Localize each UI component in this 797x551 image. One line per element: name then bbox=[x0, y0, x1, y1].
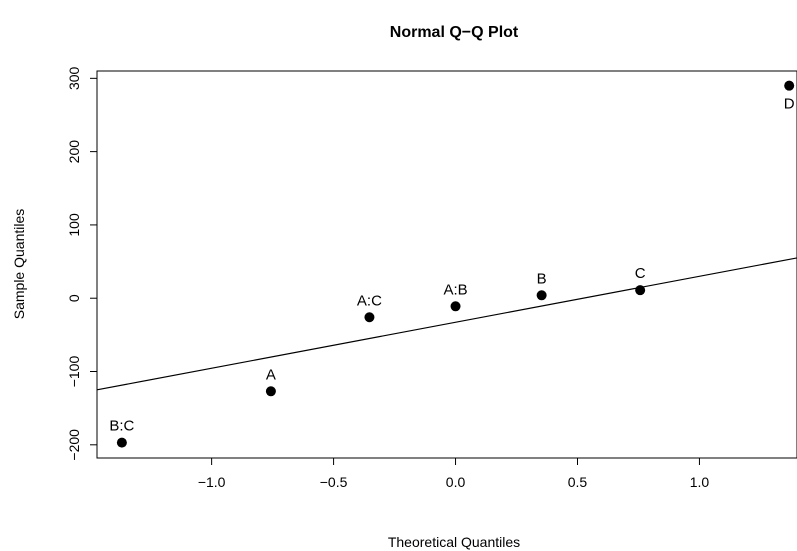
chart-title: Normal Q−Q Plot bbox=[390, 24, 519, 41]
point-label: B:C bbox=[109, 418, 134, 435]
x-axis: −1.0 −0.5 0.0 0.5 1.0 bbox=[198, 457, 710, 490]
x-axis-label: Theoretical Quantiles bbox=[388, 534, 520, 550]
y-axis-label: Sample Quantiles bbox=[11, 209, 27, 320]
point-label: B bbox=[537, 270, 547, 287]
data-point bbox=[265, 386, 276, 397]
point-label: A:B bbox=[443, 281, 467, 298]
data-point bbox=[784, 80, 795, 91]
x-tick-label: −1.0 bbox=[198, 474, 226, 490]
y-tick-label: −200 bbox=[66, 429, 82, 461]
x-tick-label: 1.0 bbox=[690, 474, 710, 490]
data-point bbox=[536, 290, 547, 301]
y-tick-label: 200 bbox=[66, 140, 82, 164]
point-label: C bbox=[635, 265, 646, 282]
data-point bbox=[116, 437, 127, 448]
x-tick-label: −0.5 bbox=[320, 474, 348, 490]
data-point bbox=[364, 312, 375, 323]
data-points: B:C A A:C A:B B C D bbox=[109, 80, 795, 448]
plot-frame bbox=[96, 70, 797, 459]
x-tick-label: 0.5 bbox=[568, 474, 588, 490]
reference-line bbox=[96, 257, 797, 391]
y-tick-label: −100 bbox=[66, 356, 82, 388]
point-label: A:C bbox=[357, 292, 382, 309]
data-point bbox=[635, 285, 646, 296]
point-label: D bbox=[784, 96, 795, 113]
y-tick-label: 100 bbox=[66, 213, 82, 237]
point-label: A bbox=[266, 366, 276, 383]
data-point bbox=[450, 301, 461, 312]
y-tick-label: 300 bbox=[66, 66, 82, 90]
y-axis: −200 −100 0 100 200 300 bbox=[66, 66, 98, 461]
x-tick-label: 0.0 bbox=[446, 474, 466, 490]
y-tick-label: 0 bbox=[66, 294, 82, 302]
